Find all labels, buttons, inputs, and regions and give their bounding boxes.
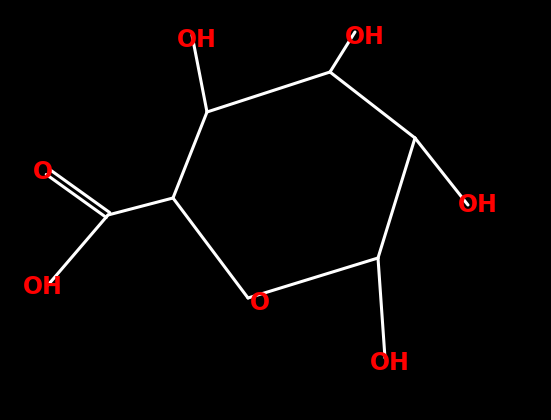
Text: OH: OH (345, 25, 385, 49)
Text: OH: OH (370, 351, 410, 375)
Text: OH: OH (458, 193, 498, 217)
Text: OH: OH (23, 275, 63, 299)
Text: O: O (33, 160, 53, 184)
Text: OH: OH (177, 28, 217, 52)
Text: O: O (250, 291, 270, 315)
